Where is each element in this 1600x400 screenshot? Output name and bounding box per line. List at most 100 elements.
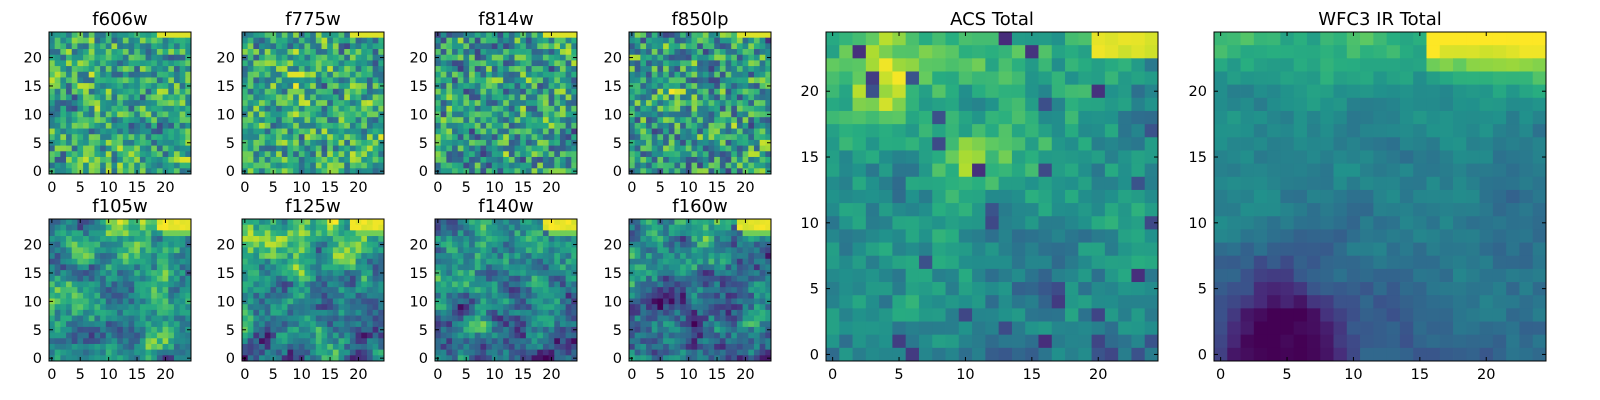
heatmap-cell [725,145,732,152]
heatmap-cell [179,77,186,84]
heatmap-cell [759,117,766,124]
heatmap-cell [497,128,504,135]
heatmap-cell [491,264,498,271]
heatmap-cell [668,298,675,305]
heatmap-cell [344,219,351,226]
heatmap-cell [503,309,510,316]
heatmap-cell [304,117,311,124]
heatmap-cell [497,168,504,175]
heatmap-cell [54,94,61,101]
heatmap-cell [134,258,141,265]
heatmap-cell [714,156,721,164]
heatmap-cell [759,292,766,299]
heatmap-cell [315,275,322,282]
heatmap-cell [525,304,532,311]
heatmap-cell [88,219,95,226]
heatmap-cell [480,241,487,248]
heatmap-cell [731,145,738,152]
heatmap-cell [349,49,356,56]
y-tick-label: 10 [217,294,235,310]
heatmap-cell [668,88,675,95]
heatmap-cell [491,43,498,50]
heatmap-cell [525,66,532,73]
heatmap-cell [668,49,675,56]
heatmap-cell [702,88,709,95]
heatmap-cell [122,241,129,248]
heatmap-cell [117,117,124,124]
heatmap-cell [327,100,334,107]
heatmap-cell [629,117,636,124]
heatmap-cell [554,236,561,243]
heatmap-cell [66,43,73,50]
heatmap-cell [83,122,90,129]
heatmap-cell [105,88,112,95]
heatmap-cell [247,321,254,328]
heatmap-cell [559,139,567,146]
heatmap-cell [60,349,67,356]
heatmap-cell [83,32,90,39]
heatmap-cell [366,236,374,243]
heatmap-cell [457,253,464,260]
heatmap-cell [327,145,334,152]
heatmap-cell [531,309,538,316]
heatmap-cell [344,134,351,141]
heatmap-cell [168,309,175,316]
heatmap-cell [247,105,254,112]
heatmap-cell [668,43,675,50]
heatmap-cell [525,275,532,282]
heatmap-cell [508,105,515,112]
heatmap-cell [725,162,732,169]
heatmap-cell [366,54,374,61]
heatmap-cell [565,349,572,356]
heatmap-cell [49,145,56,152]
heatmap-cell [321,88,328,95]
heatmap-cell [179,71,186,78]
heatmap-cell [122,77,129,84]
heatmap-cell [520,88,527,95]
heatmap-cell [173,338,181,345]
heatmap-cell [54,287,61,294]
heatmap-cell [469,128,476,135]
heatmap-cell [49,236,56,243]
heatmap-cell [525,156,532,164]
heatmap-cell [128,32,135,39]
heatmap-cell [54,168,61,175]
heatmap-cell [298,105,305,112]
heatmap-cell [531,111,538,118]
heatmap-cell [537,151,544,158]
heatmap-cell [559,94,567,101]
heatmap-cell [646,258,653,265]
heatmap-cell [253,71,260,78]
heatmap-cell [559,219,567,226]
heatmap-cell [697,37,704,44]
heatmap-cell [554,156,561,164]
heatmap-cell [497,264,504,271]
heatmap-cell [264,298,271,305]
heatmap-cell [315,151,322,158]
heatmap-cell [276,54,283,61]
heatmap-cell [338,338,345,345]
heatmap-cell [168,71,175,78]
heatmap-cell [315,298,322,305]
heatmap-cell [742,258,749,265]
heatmap-cell [117,224,124,231]
heatmap-cell [100,94,107,101]
heatmap-cell [742,117,749,124]
heatmap-cell [440,128,447,135]
heatmap-cell [503,264,510,271]
heatmap-cell [646,128,653,135]
heatmap-cell [349,134,356,141]
heatmap-cell [657,94,664,101]
heatmap-cell [372,54,379,61]
heatmap-cell [435,100,442,107]
heatmap-cell [259,54,266,61]
heatmap-cell [736,66,743,73]
heatmap-cell [691,298,698,305]
y-tick-label: 15 [217,266,235,282]
heatmap-cell [497,43,504,50]
heatmap-cell [548,88,555,95]
heatmap-cell [748,134,755,141]
heatmap-cell [474,156,481,164]
heatmap-cell [71,134,78,141]
heatmap-cell [378,49,385,56]
